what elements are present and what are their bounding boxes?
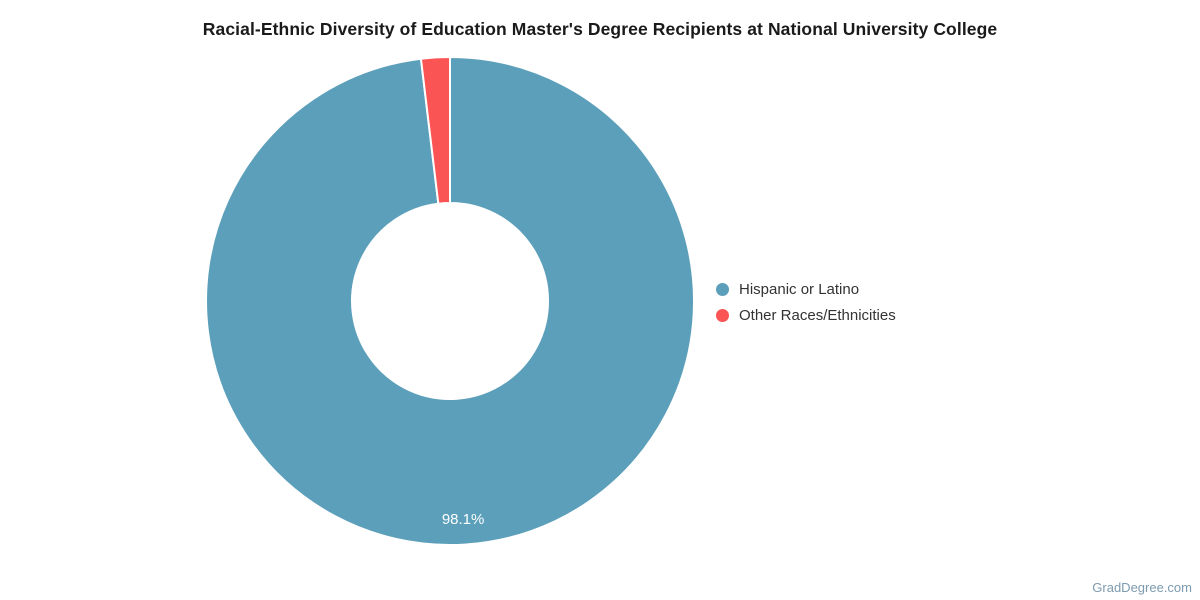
pie-slice-hispanic-or-latino[interactable] xyxy=(205,56,695,546)
legend-item-label: Hispanic or Latino xyxy=(739,280,860,298)
watermark-credits-link[interactable]: GradDegree.com xyxy=(1092,580,1192,595)
legend-item-other-races-ethnicities[interactable]: Other Races/Ethnicities xyxy=(716,302,896,328)
legend: Hispanic or Latino Other Races/Ethnicitie… xyxy=(716,276,896,328)
data-label-hispanic-or-latino: 98.1% xyxy=(442,511,485,528)
chart-title: Racial-Ethnic Diversity of Education Mas… xyxy=(202,19,998,39)
legend-marker-icon xyxy=(716,308,729,322)
legend-marker-icon xyxy=(716,282,729,296)
pie-slice-other-races-ethnicities[interactable] xyxy=(419,56,451,205)
legend-item-label: Other Races/Ethnicities xyxy=(739,306,896,324)
legend-item-hispanic-or-latino[interactable]: Hispanic or Latino xyxy=(716,276,896,302)
